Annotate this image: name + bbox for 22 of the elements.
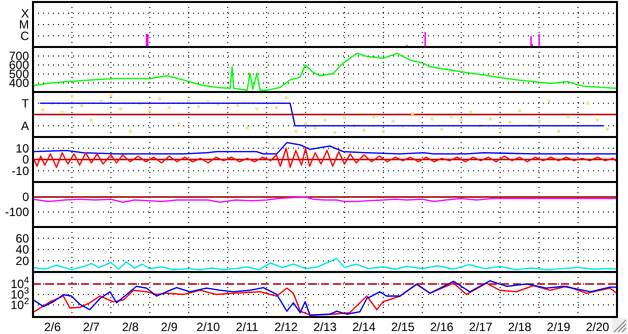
x-tick-label: 2/6	[44, 320, 62, 334]
x-tick-label: 2/9	[160, 320, 178, 334]
text: A	[20, 118, 29, 133]
x-tick-label: 2/11	[236, 320, 259, 334]
x-tick-label: 2/8	[122, 320, 139, 334]
x-tick-label: 2/13	[313, 320, 337, 334]
x-tick-label: 2/18	[508, 320, 532, 334]
x-tick-label: 2/17	[469, 320, 493, 334]
x-tick-label: 2/15	[391, 320, 415, 334]
x-tick-label: 2/19	[546, 320, 571, 334]
x-tick-label: 2/16	[430, 320, 454, 334]
x-tick-label: 2/14	[352, 320, 376, 334]
text: X	[20, 6, 29, 20]
y-tick-label: 60	[16, 231, 30, 246]
y-tick-label: -100	[4, 205, 30, 220]
y-tick-label: 0	[22, 190, 30, 204]
x-tick-label: 2/10	[196, 320, 220, 334]
x-tick-label: 2/7	[83, 320, 100, 334]
x-tick-label: 2/20	[586, 320, 610, 334]
y-tick-label: 10	[16, 141, 30, 156]
x-tick-label: 2/12	[274, 320, 298, 334]
text: T	[22, 96, 30, 110]
